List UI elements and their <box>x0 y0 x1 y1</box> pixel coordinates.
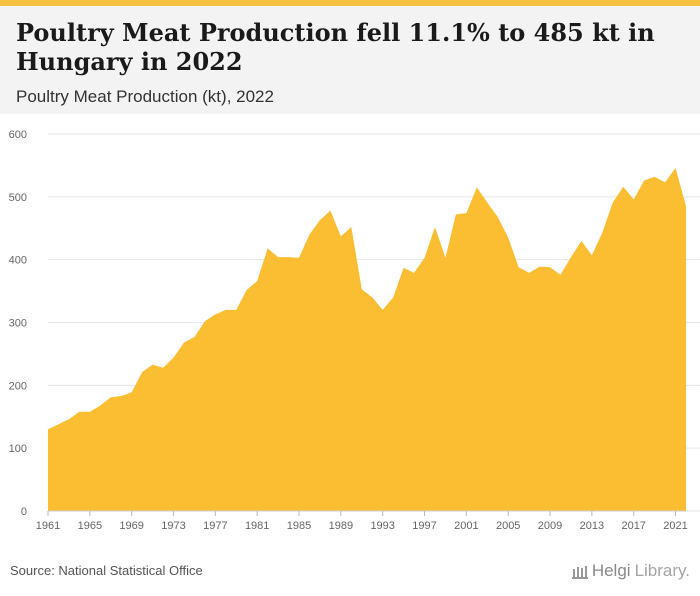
chart-title: Poultry Meat Production fell 11.1% to 48… <box>16 18 655 76</box>
production-area <box>48 167 686 511</box>
poultry-production-area-chart: 0 100 200 300 400 500 600 1961 1965 1969 1973 1977… <box>9 129 700 532</box>
library-building-icon <box>571 566 588 579</box>
x-tick-label: 1973 <box>161 520 185 532</box>
y-tick-label: 300 <box>9 318 27 330</box>
x-tick-label: 2013 <box>580 520 604 532</box>
x-tick-label: 2001 <box>454 520 478 532</box>
x-axis-ticks: 1961 1965 1969 1973 1977 1981 1985 1989 1993 1997… <box>36 510 688 532</box>
y-tick-label: 400 <box>9 255 27 267</box>
logo-text-light: Library. <box>634 561 690 580</box>
y-axis-ticks: 0 100 200 300 400 500 600 <box>9 129 27 518</box>
y-tick-label: 0 <box>21 506 27 518</box>
x-tick-label: 2017 <box>621 520 645 532</box>
x-tick-label: 1977 <box>203 520 227 532</box>
x-tick-label: 2005 <box>496 520 520 532</box>
x-tick-label: 1997 <box>412 520 436 532</box>
x-tick-label: 2009 <box>538 520 562 532</box>
y-tick-label: 200 <box>9 380 27 392</box>
y-tick-label: 100 <box>9 443 27 455</box>
y-tick-label: 600 <box>9 129 27 141</box>
x-tick-label: 1961 <box>36 520 60 532</box>
area-series <box>48 167 686 511</box>
chart-subtitle: Poultry Meat Production (kt), 2022 <box>16 87 274 106</box>
x-tick-label: 1969 <box>119 520 143 532</box>
x-tick-label: 1965 <box>78 520 102 532</box>
x-tick-label: 2021 <box>663 520 687 532</box>
source-note: Source: National Statistical Office <box>10 563 203 578</box>
top-accent-bar <box>0 0 700 6</box>
x-tick-label: 1981 <box>245 520 269 532</box>
y-tick-label: 500 <box>9 192 27 204</box>
chart-header: Poultry Meat Production fell 11.1% to 48… <box>0 6 700 114</box>
helgi-library-logo: Helgi Library. <box>571 561 690 581</box>
x-tick-label: 1985 <box>287 520 311 532</box>
x-tick-label: 1993 <box>370 520 394 532</box>
x-tick-label: 1989 <box>329 520 353 532</box>
logo-text-bold: Helgi <box>591 561 631 580</box>
